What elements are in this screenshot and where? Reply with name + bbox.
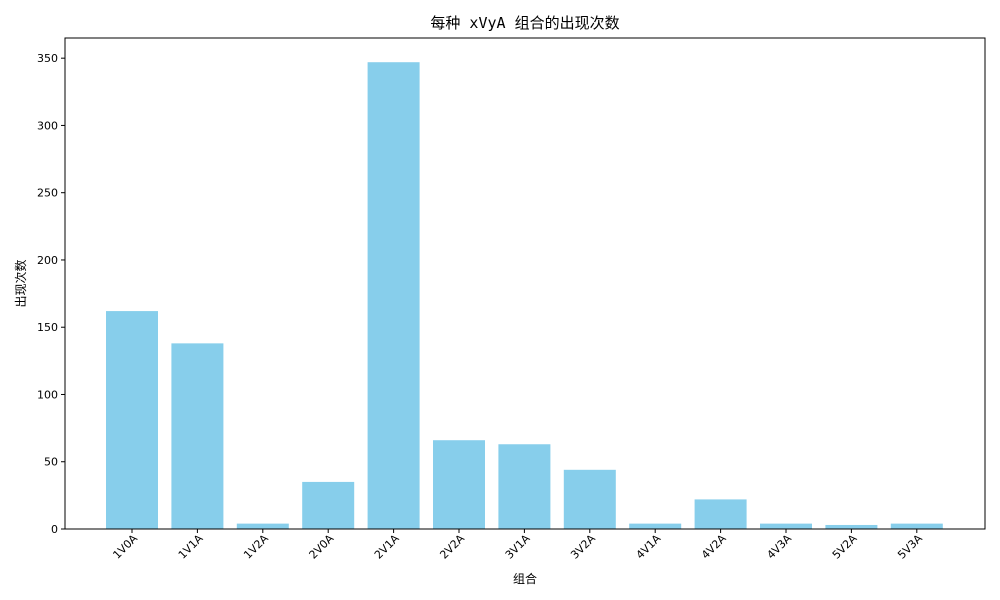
x-axis: 1V0A 1V1A 1V2A 2V0A 2V1A 2V2A 3V1A 3V2A 4V1A 4V2A… [110, 529, 925, 562]
bar-2V0A [302, 481, 355, 529]
y-tick-label: 50 [44, 456, 58, 469]
bar-2V1A [367, 62, 420, 530]
x-tick-label: 1V2A [241, 532, 271, 562]
x-tick-label: 2V2A [437, 532, 467, 562]
chart-title: 每种 xVyA 组合的出现次数 [430, 14, 619, 32]
x-tick-label: 2V1A [372, 532, 402, 562]
y-tick-label: 0 [51, 523, 58, 536]
bars-group [106, 62, 943, 530]
x-tick-label: 5V3A [895, 532, 925, 562]
x-tick-label: 3V1A [503, 532, 533, 562]
bar-4V1A [629, 523, 682, 529]
bar-3V2A [563, 469, 616, 529]
x-tick-label: 1V0A [110, 532, 140, 562]
x-tick-label: 4V3A [764, 532, 794, 562]
bar-4V2A [694, 499, 747, 529]
bar-1V1A [171, 343, 224, 529]
bar-3V1A [498, 444, 551, 529]
y-tick-label: 100 [37, 388, 58, 401]
x-tick-label: 3V2A [568, 532, 598, 562]
bar-2V2A [433, 440, 485, 529]
x-tick-label: 1V1A [176, 532, 206, 562]
x-tick-label: 4V2A [699, 532, 729, 562]
x-axis-label: 组合 [513, 571, 537, 586]
x-tick-label: 4V1A [634, 532, 664, 562]
plot-frame [64, 37, 986, 530]
bar-1V2A [236, 523, 289, 529]
x-tick-label: 5V2A [830, 532, 860, 562]
x-tick-label: 2V0A [307, 532, 337, 562]
y-tick-label: 350 [37, 52, 58, 65]
y-axis: 0 50 100 150 200 250 300 350 [37, 52, 65, 536]
y-axis-label: 出现次数 [13, 259, 28, 307]
y-tick-label: 150 [37, 321, 58, 334]
y-tick-label: 250 [37, 187, 58, 200]
bar-5V2A [825, 524, 878, 529]
y-tick-label: 200 [37, 254, 58, 267]
bar-5V3A [890, 523, 943, 529]
bar-4V3A [760, 523, 812, 529]
bar-1V0A [106, 311, 158, 529]
y-tick-label: 300 [37, 119, 58, 132]
